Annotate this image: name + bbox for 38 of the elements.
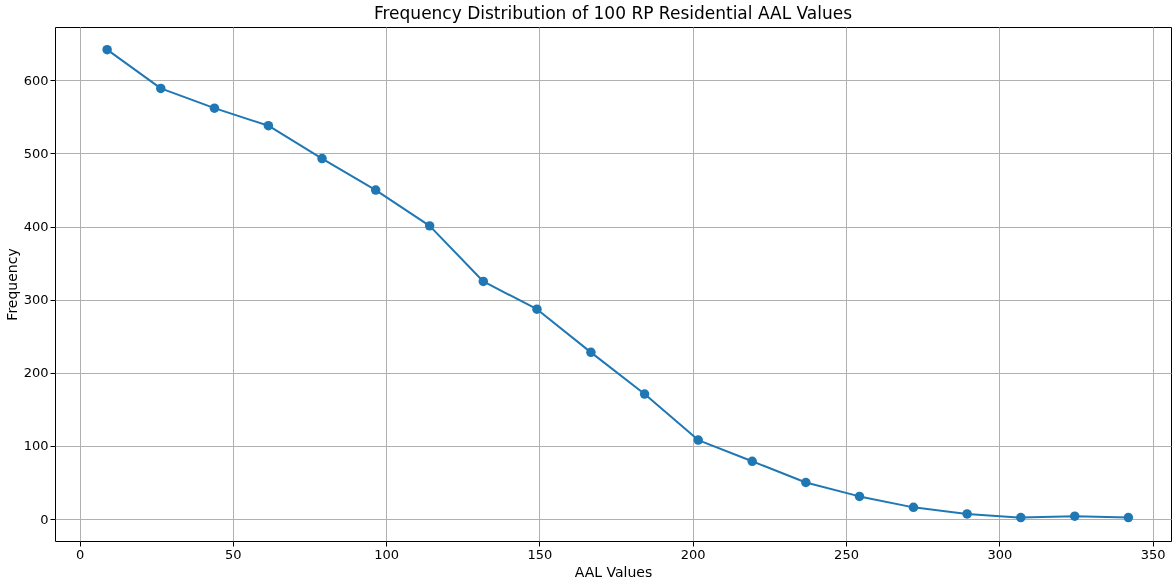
y-tick-label: 400 bbox=[23, 219, 49, 235]
x-tick-label: 200 bbox=[680, 546, 706, 562]
point bbox=[1016, 512, 1026, 523]
point bbox=[532, 304, 542, 314]
point bbox=[908, 502, 919, 513]
point bbox=[263, 120, 274, 131]
x-tick-label: 150 bbox=[527, 546, 553, 562]
x-tick-label: 300 bbox=[987, 546, 1013, 562]
y-tick-label: 300 bbox=[23, 292, 49, 308]
x-tick-label: 100 bbox=[374, 546, 400, 562]
y-tick-label: 500 bbox=[23, 145, 49, 161]
y-axis-title: Frequency bbox=[3, 248, 20, 321]
y-tick-label: 0 bbox=[40, 511, 49, 527]
y-tick-label: 100 bbox=[23, 438, 49, 454]
x-tick-label: 0 bbox=[75, 546, 85, 562]
x-axis-title: AAL Values bbox=[574, 563, 653, 580]
point bbox=[586, 347, 596, 358]
point bbox=[1069, 511, 1080, 521]
point bbox=[801, 477, 811, 488]
point bbox=[370, 185, 381, 195]
y-tick-label: 200 bbox=[23, 365, 49, 381]
point bbox=[639, 389, 650, 399]
x-tick-label: 250 bbox=[834, 546, 859, 562]
point bbox=[962, 509, 972, 519]
point bbox=[156, 83, 166, 94]
point bbox=[693, 435, 703, 445]
point bbox=[854, 491, 865, 502]
point bbox=[209, 103, 220, 113]
x-tick-label: 350 bbox=[1140, 546, 1166, 562]
y-tick-label: 600 bbox=[23, 72, 49, 88]
point bbox=[102, 44, 112, 55]
chart-title: Frequency Distribution of 100 RP Residential AAL Values bbox=[373, 3, 853, 23]
point bbox=[1123, 512, 1134, 523]
x-tick-label: 50 bbox=[225, 546, 242, 562]
point bbox=[478, 276, 489, 287]
point bbox=[317, 153, 327, 164]
point bbox=[747, 456, 757, 467]
point bbox=[424, 221, 435, 231]
